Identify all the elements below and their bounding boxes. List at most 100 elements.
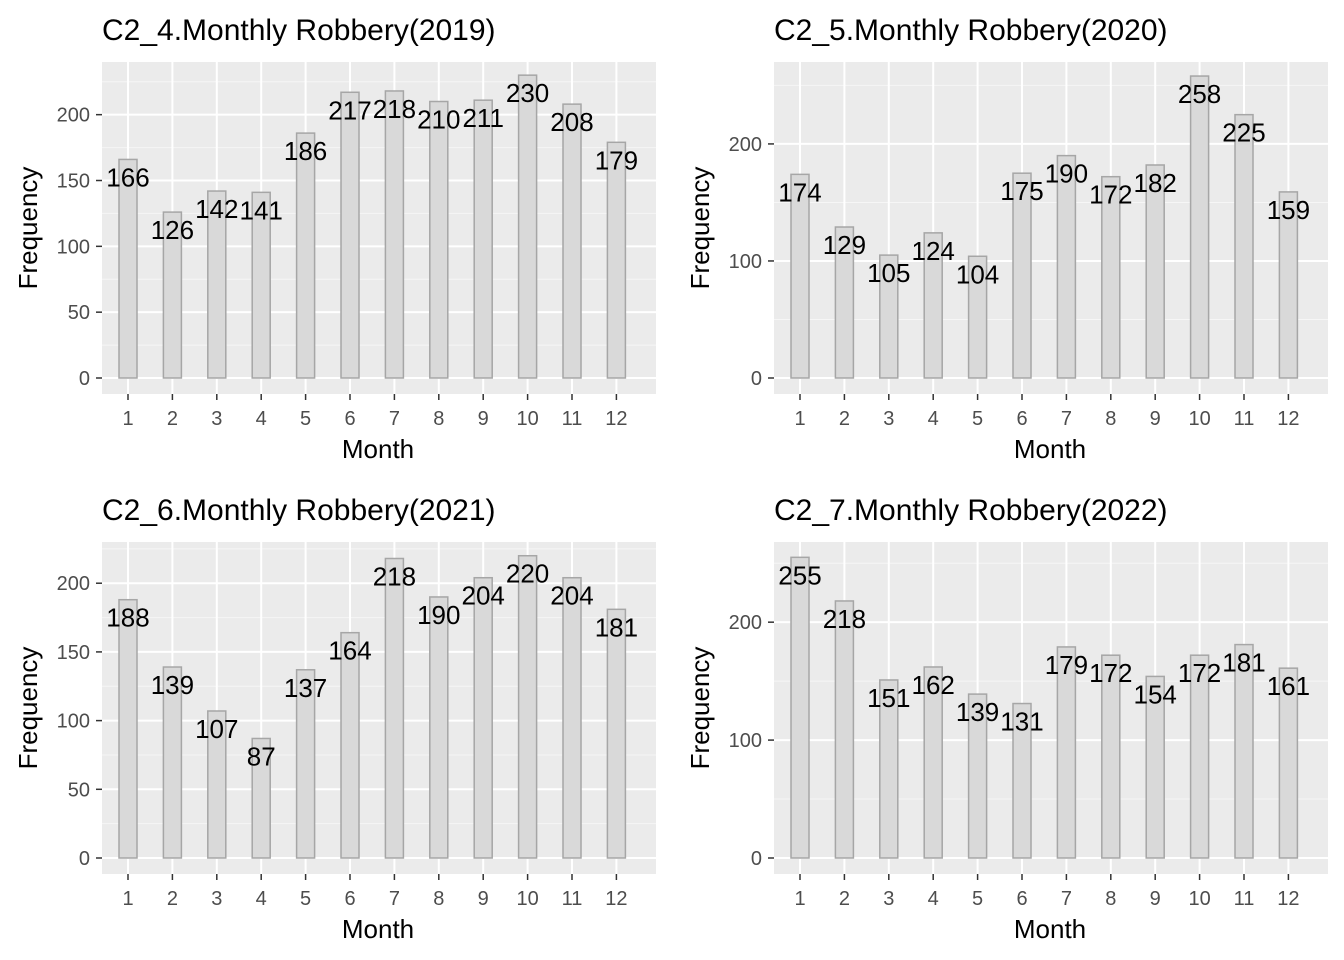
bar bbox=[340, 91, 360, 379]
bar bbox=[162, 666, 183, 859]
x-axis-label: Month bbox=[1014, 914, 1086, 944]
y-tick-label: 100 bbox=[57, 236, 90, 258]
bar bbox=[1234, 113, 1254, 379]
y-tick-label: 100 bbox=[729, 251, 762, 273]
chart-title: C2_7.Monthly Robbery(2022) bbox=[774, 494, 1168, 527]
x-tick-label: 1 bbox=[122, 408, 133, 430]
bar bbox=[1278, 667, 1299, 859]
x-tick-label: 7 bbox=[389, 888, 400, 910]
data-label: 210 bbox=[417, 105, 460, 135]
data-label: 161 bbox=[1267, 671, 1310, 701]
bar bbox=[1056, 646, 1077, 859]
data-label: 211 bbox=[462, 103, 503, 133]
bar bbox=[967, 693, 988, 859]
bar bbox=[1012, 172, 1032, 379]
data-label: 208 bbox=[550, 107, 593, 137]
x-tick-label: 7 bbox=[1061, 888, 1072, 910]
y-axis-label: Frequency bbox=[13, 647, 43, 770]
data-label: 181 bbox=[1222, 648, 1265, 678]
data-label: 190 bbox=[1045, 159, 1088, 189]
data-label: 159 bbox=[1267, 195, 1310, 225]
data-label: 105 bbox=[867, 258, 910, 288]
y-tick-label: 0 bbox=[79, 848, 90, 870]
bar bbox=[429, 100, 449, 379]
chart-panel-2019: 0 50 100 150 200 1 2 3 4 5 6 7 8 9 10 11 12 166 126 142 141 1… bbox=[0, 0, 672, 480]
bar bbox=[1012, 702, 1032, 859]
data-label: 126 bbox=[151, 215, 194, 245]
y-tick-label: 200 bbox=[729, 134, 762, 156]
bar bbox=[562, 103, 582, 379]
data-label: 141 bbox=[240, 195, 283, 225]
x-tick-label: 2 bbox=[839, 888, 850, 910]
x-tick-label: 5 bbox=[972, 888, 983, 910]
data-label: 182 bbox=[1134, 168, 1177, 198]
bar bbox=[118, 158, 138, 379]
bar bbox=[790, 173, 810, 379]
x-tick-label: 4 bbox=[256, 888, 267, 910]
bar bbox=[384, 90, 405, 379]
data-label: 104 bbox=[956, 259, 999, 289]
x-tick-label: 2 bbox=[167, 888, 178, 910]
bar bbox=[118, 598, 138, 859]
x-tick-label: 3 bbox=[211, 888, 222, 910]
data-label: 162 bbox=[912, 670, 955, 700]
x-tick-label: 11 bbox=[1234, 888, 1255, 910]
bar bbox=[251, 737, 271, 859]
x-tick-label: 3 bbox=[883, 888, 894, 910]
x-tick-label: 11 bbox=[1234, 408, 1255, 430]
x-tick-label: 12 bbox=[605, 408, 627, 430]
x-tick-label: 11 bbox=[562, 408, 583, 430]
data-label: 166 bbox=[106, 162, 149, 192]
y-tick-label: 150 bbox=[57, 171, 90, 193]
x-tick-label: 2 bbox=[839, 408, 850, 430]
data-label: 179 bbox=[1045, 650, 1088, 680]
bar bbox=[295, 132, 316, 379]
y-tick-label: 200 bbox=[57, 105, 90, 127]
x-tick-label: 4 bbox=[928, 888, 939, 910]
x-tick-label: 11 bbox=[562, 888, 583, 910]
x-tick-label: 10 bbox=[516, 888, 538, 910]
data-label: 181 bbox=[595, 612, 638, 642]
bar bbox=[1189, 654, 1210, 859]
y-tick-label: 50 bbox=[68, 779, 90, 801]
y-tick-label: 200 bbox=[57, 573, 90, 595]
data-label: 186 bbox=[284, 136, 327, 166]
bar bbox=[473, 576, 493, 859]
x-tick-label: 5 bbox=[300, 408, 311, 430]
bar bbox=[1145, 675, 1165, 859]
data-label: 172 bbox=[1089, 658, 1132, 688]
chart-title: C2_5.Monthly Robbery(2020) bbox=[774, 14, 1168, 47]
data-label: 174 bbox=[778, 177, 821, 207]
data-label: 164 bbox=[328, 636, 371, 666]
data-label: 124 bbox=[912, 236, 955, 266]
data-label: 218 bbox=[823, 604, 866, 634]
data-label: 87 bbox=[247, 741, 276, 771]
x-tick-label: 6 bbox=[344, 888, 355, 910]
bar bbox=[606, 141, 627, 379]
x-tick-label: 10 bbox=[1188, 408, 1210, 430]
bar bbox=[207, 710, 227, 859]
x-tick-label: 2 bbox=[167, 408, 178, 430]
bar bbox=[923, 232, 943, 379]
x-tick-label: 9 bbox=[1150, 408, 1161, 430]
data-label: 188 bbox=[106, 603, 149, 633]
y-axis-label: Frequency bbox=[685, 647, 715, 770]
data-label: 258 bbox=[1178, 79, 1221, 109]
bar bbox=[1189, 75, 1210, 379]
x-tick-label: 8 bbox=[1105, 888, 1116, 910]
data-label: 142 bbox=[195, 194, 238, 224]
data-label: 204 bbox=[550, 581, 593, 611]
data-label: 255 bbox=[778, 560, 821, 590]
bar bbox=[1278, 191, 1299, 379]
x-tick-label: 8 bbox=[1105, 408, 1116, 430]
x-tick-label: 9 bbox=[478, 408, 489, 430]
data-label: 172 bbox=[1089, 180, 1132, 210]
y-tick-label: 100 bbox=[57, 711, 90, 733]
bar bbox=[162, 211, 183, 379]
chart-title: C2_6.Monthly Robbery(2021) bbox=[102, 494, 496, 527]
bar bbox=[251, 191, 271, 379]
